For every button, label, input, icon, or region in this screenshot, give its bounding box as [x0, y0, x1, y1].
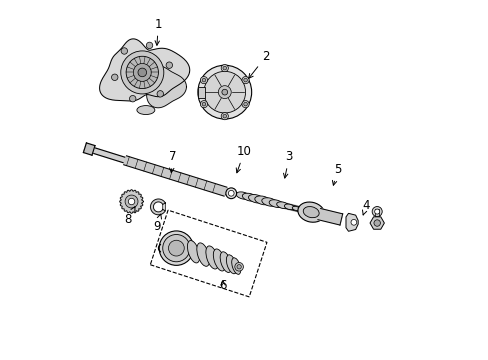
- Text: 3: 3: [283, 150, 292, 178]
- Text: 9: 9: [153, 214, 161, 233]
- Circle shape: [225, 188, 236, 199]
- Circle shape: [218, 86, 231, 99]
- Text: 6: 6: [219, 279, 226, 292]
- Ellipse shape: [187, 240, 199, 263]
- Polygon shape: [317, 208, 342, 225]
- Circle shape: [221, 113, 228, 120]
- Circle shape: [222, 89, 227, 95]
- Circle shape: [242, 100, 249, 108]
- Polygon shape: [150, 199, 165, 215]
- Polygon shape: [198, 87, 204, 98]
- Text: 7: 7: [169, 150, 176, 172]
- Circle shape: [129, 95, 136, 102]
- Polygon shape: [100, 39, 189, 101]
- Ellipse shape: [205, 246, 218, 269]
- Text: 1: 1: [154, 18, 162, 45]
- Ellipse shape: [268, 200, 283, 207]
- Circle shape: [126, 56, 158, 89]
- Circle shape: [242, 77, 249, 84]
- Ellipse shape: [276, 202, 288, 209]
- Polygon shape: [83, 143, 95, 155]
- Text: 4: 4: [362, 199, 369, 215]
- Ellipse shape: [137, 105, 155, 114]
- Polygon shape: [123, 156, 226, 196]
- Circle shape: [234, 262, 243, 271]
- Ellipse shape: [254, 196, 270, 205]
- Circle shape: [138, 68, 146, 77]
- Circle shape: [228, 190, 234, 196]
- Circle shape: [159, 231, 193, 265]
- Circle shape: [125, 195, 138, 208]
- Circle shape: [244, 78, 247, 82]
- Ellipse shape: [284, 204, 294, 210]
- Circle shape: [237, 265, 241, 269]
- Circle shape: [128, 198, 135, 205]
- Circle shape: [168, 240, 184, 256]
- Circle shape: [198, 65, 251, 119]
- Circle shape: [223, 66, 226, 70]
- Polygon shape: [84, 145, 229, 195]
- Circle shape: [133, 63, 151, 81]
- Circle shape: [121, 48, 127, 54]
- Ellipse shape: [261, 198, 277, 206]
- Polygon shape: [375, 210, 378, 216]
- Circle shape: [163, 234, 190, 262]
- Circle shape: [111, 74, 118, 81]
- Text: 8: 8: [124, 207, 135, 226]
- Ellipse shape: [220, 252, 231, 273]
- Ellipse shape: [292, 206, 299, 211]
- Text: 5: 5: [332, 163, 341, 185]
- Polygon shape: [346, 213, 357, 231]
- Ellipse shape: [236, 192, 249, 199]
- Polygon shape: [120, 190, 143, 213]
- Circle shape: [166, 62, 172, 68]
- Circle shape: [157, 91, 163, 97]
- Text: 2: 2: [248, 50, 269, 78]
- Ellipse shape: [226, 255, 236, 274]
- Ellipse shape: [242, 193, 256, 201]
- Ellipse shape: [197, 243, 209, 266]
- Circle shape: [371, 207, 382, 217]
- Ellipse shape: [213, 249, 225, 271]
- Polygon shape: [240, 193, 341, 222]
- Text: 10: 10: [236, 145, 251, 173]
- Circle shape: [200, 100, 207, 108]
- Circle shape: [350, 220, 356, 225]
- Circle shape: [202, 102, 205, 106]
- Circle shape: [221, 64, 228, 72]
- Circle shape: [374, 209, 379, 214]
- Ellipse shape: [231, 258, 240, 274]
- Circle shape: [373, 220, 380, 226]
- Circle shape: [223, 114, 226, 118]
- Ellipse shape: [303, 207, 319, 218]
- Circle shape: [200, 77, 207, 84]
- Ellipse shape: [297, 202, 324, 222]
- Circle shape: [146, 42, 152, 49]
- Circle shape: [203, 71, 245, 113]
- Circle shape: [202, 78, 205, 82]
- Ellipse shape: [248, 194, 264, 203]
- Circle shape: [121, 51, 163, 94]
- Polygon shape: [369, 217, 384, 229]
- Polygon shape: [146, 66, 186, 108]
- Circle shape: [244, 102, 247, 106]
